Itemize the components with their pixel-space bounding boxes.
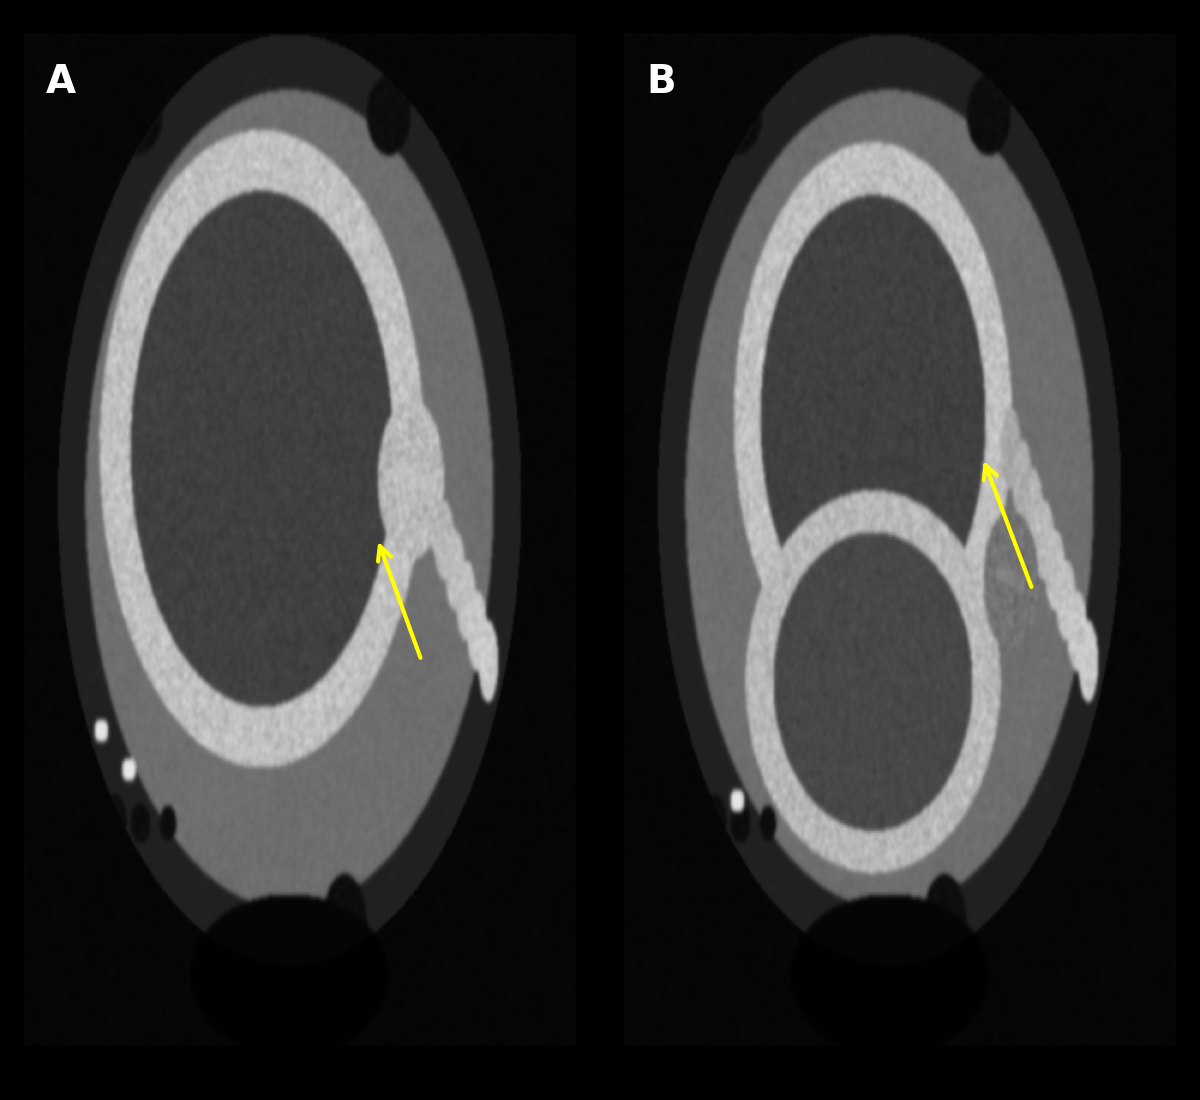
Text: B: B: [646, 64, 676, 101]
Text: A: A: [46, 64, 77, 101]
